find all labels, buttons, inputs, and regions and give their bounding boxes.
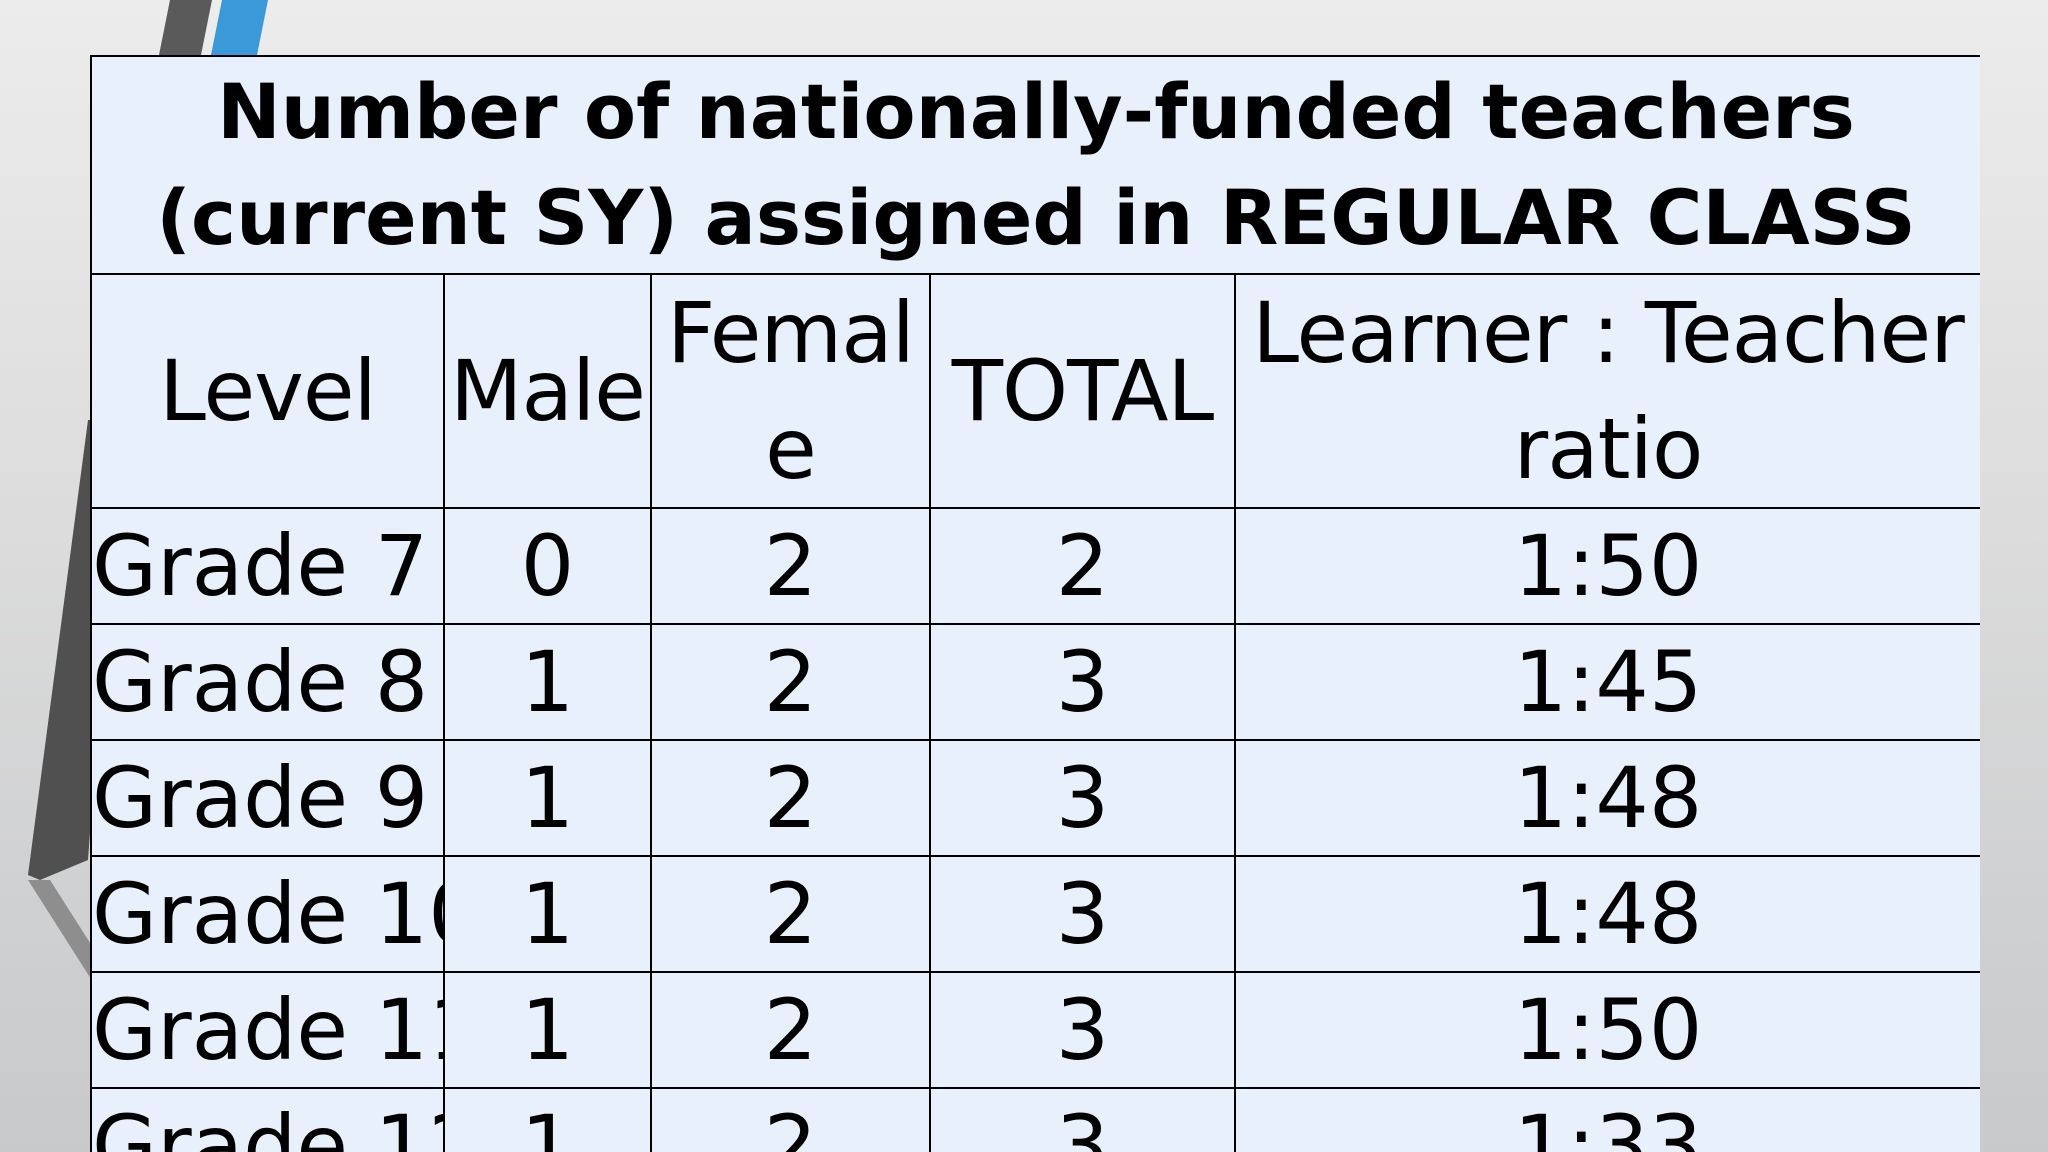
cell-ratio: 1:50 xyxy=(1233,971,1980,1089)
header-female: Female xyxy=(650,273,931,509)
decor-blue-stripe xyxy=(210,0,268,60)
cell-total: 3 xyxy=(929,1087,1236,1152)
table-row: Grade 12 1 2 3 1:33 xyxy=(90,1087,1980,1152)
cell-ratio: 1:48 xyxy=(1233,855,1980,973)
header-total: TOTAL xyxy=(929,273,1236,509)
table-row: Grade 9 1 2 3 1:48 xyxy=(90,739,1980,857)
cell-level: Grade 8 xyxy=(90,623,445,741)
cell-level: Grade 7 xyxy=(90,507,445,625)
cell-level: Grade 9 xyxy=(90,739,445,857)
cell-ratio: 1:50 xyxy=(1233,507,1980,625)
cell-female: 2 xyxy=(650,1087,931,1152)
cell-total: 3 xyxy=(929,739,1236,857)
cell-level: Grade 11 xyxy=(90,971,445,1089)
table-row: Grade 7 0 2 2 1:50 xyxy=(90,507,1980,625)
cell-male: 1 xyxy=(443,623,652,741)
table-row: Grade 11 1 2 3 1:50 xyxy=(90,971,1980,1089)
header-ratio: Learner : Teacher ratio xyxy=(1233,273,1980,509)
cell-male: 1 xyxy=(443,855,652,973)
cell-ratio: 1:45 xyxy=(1233,623,1980,741)
header-male: Male xyxy=(443,273,652,509)
cell-female: 2 xyxy=(650,739,931,857)
cell-total: 3 xyxy=(929,855,1236,973)
cell-male: 1 xyxy=(443,1087,652,1152)
cell-female: 2 xyxy=(650,855,931,973)
cell-level: Grade 10 xyxy=(90,855,445,973)
cell-female: 2 xyxy=(650,971,931,1089)
cell-female: 2 xyxy=(650,623,931,741)
cell-male: 0 xyxy=(443,507,652,625)
cell-male: 1 xyxy=(443,739,652,857)
cell-ratio: 1:33 xyxy=(1233,1087,1980,1152)
cell-total: 2 xyxy=(929,507,1236,625)
table-container: Number of nationally-funded teachers (cu… xyxy=(90,55,1980,1152)
cell-female: 2 xyxy=(650,507,931,625)
cell-ratio: 1:48 xyxy=(1233,739,1980,857)
table-title: Number of nationally-funded teachers (cu… xyxy=(90,55,1980,275)
cell-total: 3 xyxy=(929,971,1236,1089)
table-row: Grade 10 1 2 3 1:48 xyxy=(90,855,1980,973)
cell-level: Grade 12 xyxy=(90,1087,445,1152)
teachers-table: Number of nationally-funded teachers (cu… xyxy=(90,55,1980,1152)
header-level: Level xyxy=(90,273,445,509)
cell-male: 1 xyxy=(443,971,652,1089)
cell-total: 3 xyxy=(929,623,1236,741)
table-row: Grade 8 1 2 3 1:45 xyxy=(90,623,1980,741)
decor-dark-stripe xyxy=(158,0,212,60)
